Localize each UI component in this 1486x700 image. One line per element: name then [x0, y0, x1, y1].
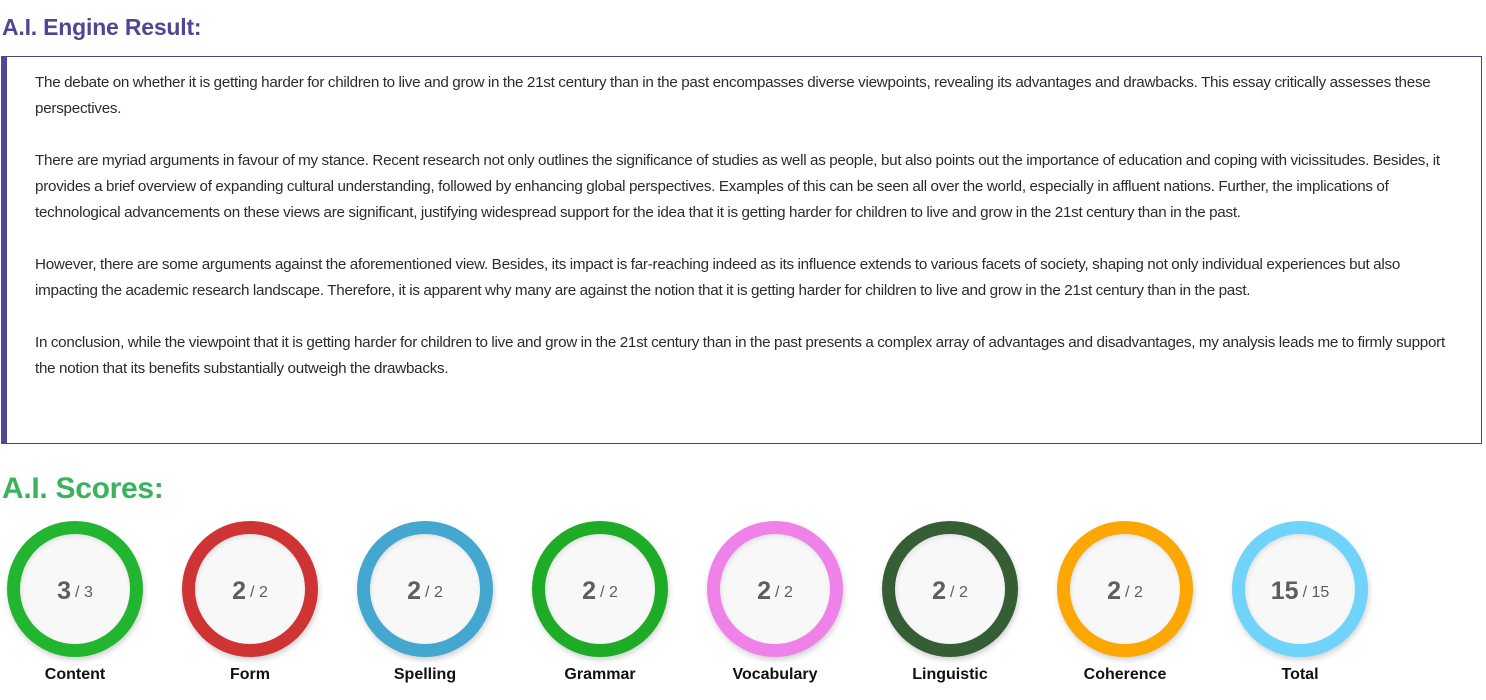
score-label: Vocabulary [732, 666, 818, 683]
score-total: 15/ 15 Total [1225, 521, 1400, 700]
score-content: 3/ 3 Content [0, 521, 175, 700]
essay-paragraph-intro: The debate on whether it is getting hard… [35, 74, 1431, 117]
score-grammar: 2/ 2 Grammar [525, 521, 700, 700]
score-value: 15 [1270, 576, 1299, 605]
score-linguistic: 2/ 2 Linguistic [875, 521, 1050, 700]
score-max: / 2 [775, 584, 793, 601]
score-value: 2 [757, 576, 772, 605]
score-max: / 2 [600, 584, 618, 601]
score-label: Coherence [1083, 666, 1167, 683]
score-inner: 2/ 2 [195, 534, 305, 644]
score-inner: 2/ 2 [720, 534, 830, 644]
score-value: 2 [232, 576, 247, 605]
score-coherence: 2/ 2 Coherence [1050, 521, 1225, 700]
score-value: 2 [582, 576, 597, 605]
score-inner: 3/ 3 [20, 534, 130, 644]
essay-paragraph-conclusion: In conclusion, while the viewpoint that … [35, 334, 1445, 377]
essay-paragraph-for: There are myriad arguments in favour of … [35, 152, 1440, 221]
score-form: 2/ 2 Form [175, 521, 350, 700]
score-ring: 2/ 2 [357, 521, 493, 657]
score-label: Grammar [564, 666, 636, 683]
score-max: / 2 [1125, 584, 1143, 601]
score-ring: 2/ 2 [882, 521, 1018, 657]
score-label: Content [44, 666, 106, 683]
essay-paragraph-against: However, there are some arguments agains… [35, 256, 1401, 299]
score-ring: 15/ 15 [1232, 521, 1368, 657]
score-ring: 2/ 2 [532, 521, 668, 657]
score-value: 3 [57, 576, 72, 605]
score-inner: 2/ 2 [1070, 534, 1180, 644]
score-inner: 2/ 2 [370, 534, 480, 644]
score-label: Form [230, 666, 270, 683]
score-inner: 2/ 2 [895, 534, 1005, 644]
score-inner: 2/ 2 [545, 534, 655, 644]
score-value: 2 [932, 576, 947, 605]
score-max: / 2 [950, 584, 968, 601]
score-spelling: 2/ 2 Spelling [350, 521, 525, 700]
engine-result-box: The debate on whether it is getting hard… [1, 56, 1482, 444]
score-label: Total [1281, 666, 1319, 683]
score-max: / 3 [75, 584, 93, 601]
score-inner: 15/ 15 [1245, 534, 1355, 644]
score-label: Spelling [393, 666, 457, 683]
score-label: Linguistic [912, 666, 988, 683]
score-max: / 15 [1302, 584, 1330, 601]
scores-title: A.I. Scores: [2, 472, 164, 505]
score-ring: 2/ 2 [1057, 521, 1193, 657]
score-value: 2 [1107, 576, 1122, 605]
score-ring: 2/ 2 [182, 521, 318, 657]
score-vocabulary: 2/ 2 Vocabulary [700, 521, 875, 700]
score-value: 2 [407, 576, 422, 605]
score-ring: 3/ 3 [7, 521, 143, 657]
score-max: / 2 [425, 584, 443, 601]
scores-row: 3/ 3 Content 2/ 2 Form 2/ 2 Spelling 2/ … [0, 521, 1486, 700]
score-max: / 2 [250, 584, 268, 601]
score-ring: 2/ 2 [707, 521, 843, 657]
engine-result-title: A.I. Engine Result: [2, 14, 202, 40]
